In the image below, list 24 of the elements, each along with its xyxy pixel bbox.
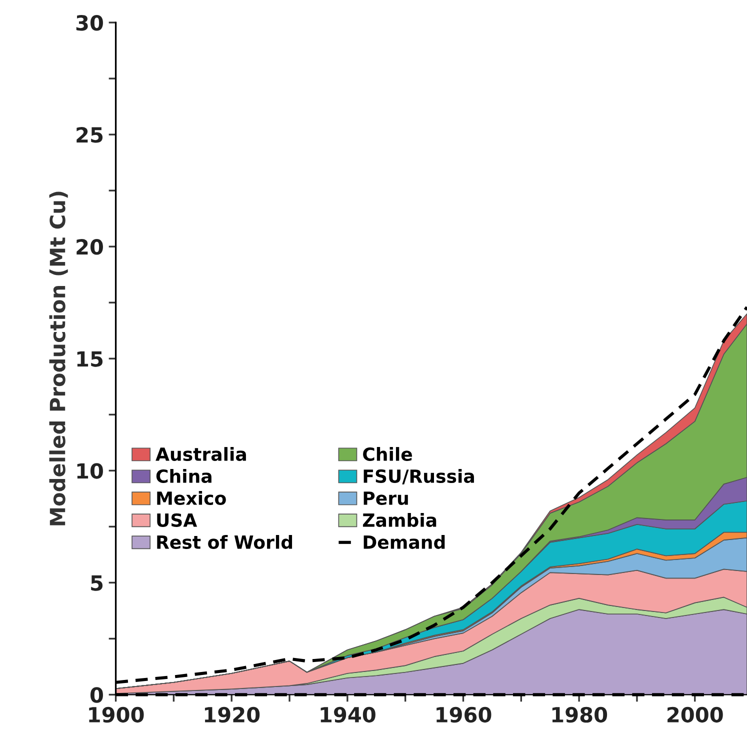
- legend-label: FSU/Russia: [364, 469, 474, 484]
- y-tick-label: 5: [91, 575, 103, 591]
- x-tick-label: 1960: [436, 706, 492, 723]
- y-axis-title: Modelled Production (Mt Cu): [49, 192, 68, 526]
- x-tick-label: 1920: [204, 706, 260, 723]
- legend-label: Rest of World: [157, 534, 292, 549]
- legend-label: Peru: [364, 492, 408, 505]
- x-tick-label: 1900: [89, 706, 144, 723]
- y-tick-label: 25: [76, 127, 103, 143]
- y-tick-label: 15: [77, 351, 103, 367]
- x-tick-label: 1940: [320, 706, 376, 723]
- legend-label: Demand: [364, 534, 445, 549]
- y-tick-label: 30: [76, 14, 103, 31]
- legend-label: China: [156, 469, 212, 484]
- legend-label: Chile: [363, 447, 412, 462]
- legend-label: Zambia: [362, 513, 436, 527]
- y-tick-label: 20: [76, 239, 103, 255]
- y-tick-label: 10: [77, 463, 103, 479]
- x-tick-label: 1980: [552, 706, 608, 723]
- legend-label: Australia: [156, 447, 246, 462]
- x-tick-label: 2000: [668, 706, 723, 723]
- y-tick-label: 0: [90, 687, 103, 703]
- legend-label: USA: [157, 513, 198, 527]
- legend-label: Mexico: [157, 491, 226, 505]
